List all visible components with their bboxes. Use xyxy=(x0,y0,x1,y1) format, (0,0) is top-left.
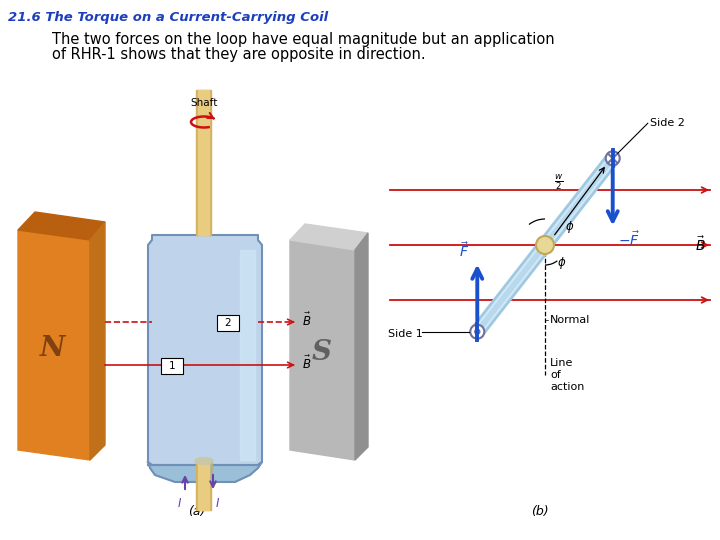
Text: $\vec{B}$: $\vec{B}$ xyxy=(302,312,311,328)
FancyBboxPatch shape xyxy=(217,315,239,331)
Text: 1: 1 xyxy=(168,361,175,371)
Text: $\phi$: $\phi$ xyxy=(557,255,567,271)
Bar xyxy=(196,90,211,235)
Text: The two forces on the loop have equal magnitude but an application: The two forces on the loop have equal ma… xyxy=(52,32,554,47)
Circle shape xyxy=(470,325,485,339)
Bar xyxy=(200,460,205,485)
Bar xyxy=(198,90,209,235)
Polygon shape xyxy=(240,250,255,460)
Text: $\vec{B}$: $\vec{B}$ xyxy=(302,354,311,372)
Polygon shape xyxy=(148,462,262,482)
Text: Side 2: Side 2 xyxy=(649,118,685,129)
Text: $I$: $I$ xyxy=(177,497,183,510)
Text: $\vec{B}$: $\vec{B}$ xyxy=(695,235,706,254)
Text: N: N xyxy=(40,334,65,361)
Text: $\frac{w}{2}$: $\frac{w}{2}$ xyxy=(554,172,564,192)
Circle shape xyxy=(474,329,480,334)
Circle shape xyxy=(536,236,554,254)
Bar xyxy=(198,460,209,510)
Text: 21.6 The Torque on a Current-Carrying Coil: 21.6 The Torque on a Current-Carrying Co… xyxy=(8,11,328,24)
Polygon shape xyxy=(290,224,368,250)
Polygon shape xyxy=(90,222,105,460)
Bar xyxy=(207,462,212,482)
Bar xyxy=(196,460,211,510)
Text: $\vec{F}$: $\vec{F}$ xyxy=(459,241,469,260)
Circle shape xyxy=(606,151,620,165)
Polygon shape xyxy=(290,240,355,460)
Text: Side 1: Side 1 xyxy=(387,329,422,339)
Polygon shape xyxy=(148,235,262,465)
Text: Normal: Normal xyxy=(550,315,590,325)
Polygon shape xyxy=(18,230,90,460)
Text: Line: Line xyxy=(550,358,573,368)
FancyBboxPatch shape xyxy=(161,358,183,374)
Text: Shaft: Shaft xyxy=(190,98,217,108)
Text: (b): (b) xyxy=(531,505,549,518)
Text: $I$: $I$ xyxy=(215,497,220,510)
Ellipse shape xyxy=(195,457,213,464)
Text: action: action xyxy=(550,382,585,392)
Text: 2: 2 xyxy=(225,318,231,328)
Text: $\phi$: $\phi$ xyxy=(565,219,575,235)
Text: of RHR-1 shows that they are opposite in direction.: of RHR-1 shows that they are opposite in… xyxy=(52,47,426,62)
Polygon shape xyxy=(18,212,105,240)
Text: (a): (a) xyxy=(189,505,206,518)
Polygon shape xyxy=(355,233,368,460)
Text: $-\vec{F}$: $-\vec{F}$ xyxy=(618,231,639,249)
Text: of: of xyxy=(550,370,561,380)
Text: S: S xyxy=(312,339,332,366)
